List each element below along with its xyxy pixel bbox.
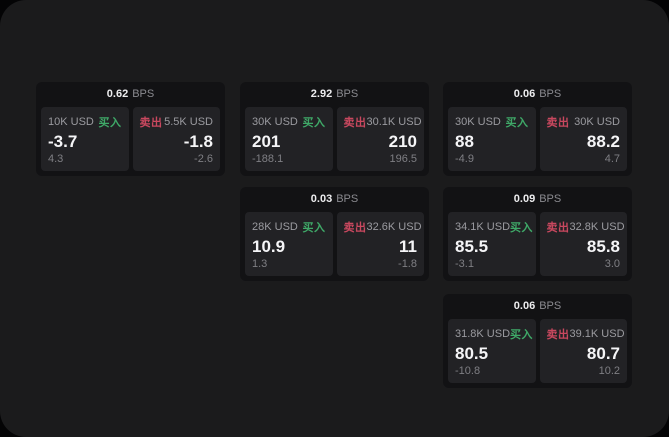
sell-size: 30.1K USD	[366, 116, 422, 128]
sell-sub-value: 10.2	[598, 365, 620, 377]
buy-panel[interactable]: 30K USD 买入 88 -4.9	[448, 107, 536, 171]
bps-value: 2.92	[310, 88, 333, 100]
sell-label: 卖出	[343, 117, 367, 129]
sell-panel[interactable]: 卖出 32.6K USD 11 -1.8	[336, 212, 424, 276]
buy-panel[interactable]: 30K USD 买入 201 -188.1	[245, 107, 333, 171]
buy-size: 10K USD	[48, 116, 94, 128]
quote-panels: 30K USD 买入 88 -4.9 卖出 30K USD 88.2 4.7	[443, 107, 632, 176]
bps-value: 0.62	[106, 88, 129, 100]
buy-panel[interactable]: 10K USD 买入 -3.7 4.3	[41, 107, 129, 171]
sell-label: 卖出	[343, 222, 367, 234]
sell-panel[interactable]: 卖出 5.5K USD -1.8 -2.6	[132, 107, 220, 171]
buy-sub-value: -188.1	[252, 153, 284, 165]
buy-sub-value: -4.9	[455, 153, 474, 165]
bps-unit: BPS	[336, 193, 359, 205]
bps-value: 0.03	[310, 193, 333, 205]
sell-size: 39.1K USD	[569, 328, 625, 340]
sell-label: 卖出	[546, 117, 570, 129]
bps-value: 0.06	[513, 300, 536, 312]
quote-card: 0.06 BPS 31.8K USD 买入 80.5 -10.8 卖出 39.1…	[443, 294, 632, 388]
buy-size: 30K USD	[455, 116, 501, 128]
bps-header: 0.03 BPS	[240, 187, 429, 212]
buy-label: 买入	[510, 222, 534, 234]
sell-sub-value: -1.8	[398, 258, 417, 270]
quote-panels: 31.8K USD 买入 80.5 -10.8 卖出 39.1K USD 80.…	[443, 319, 632, 388]
buy-size: 31.8K USD	[455, 328, 511, 340]
quote-panels: 30K USD 买入 201 -188.1 卖出 30.1K USD 210 1…	[240, 107, 429, 176]
bps-unit: BPS	[132, 88, 155, 100]
bps-header: 2.92 BPS	[240, 82, 429, 107]
bps-unit: BPS	[539, 88, 562, 100]
bps-value: 0.09	[513, 193, 536, 205]
quote-card: 2.92 BPS 30K USD 买入 201 -188.1 卖出 30.1K …	[240, 82, 429, 176]
buy-size: 34.1K USD	[455, 221, 511, 233]
buy-label: 买入	[510, 329, 534, 341]
buy-price: 10.9	[252, 237, 286, 256]
buy-label: 买入	[505, 117, 529, 129]
sell-sub-value: 3.0	[604, 258, 620, 270]
sell-panel[interactable]: 卖出 30K USD 88.2 4.7	[539, 107, 627, 171]
sell-label: 卖出	[139, 117, 163, 129]
sell-sub-value: 196.5	[389, 153, 417, 165]
bps-unit: BPS	[336, 88, 359, 100]
buy-label: 买入	[302, 222, 326, 234]
buy-sub-value: 1.3	[252, 258, 268, 270]
buy-price: 201	[252, 132, 281, 151]
sell-sub-value: 4.7	[604, 153, 620, 165]
sell-panel[interactable]: 卖出 39.1K USD 80.7 10.2	[539, 319, 627, 383]
bps-unit: BPS	[539, 193, 562, 205]
buy-panel[interactable]: 31.8K USD 买入 80.5 -10.8	[448, 319, 536, 383]
quote-panels: 34.1K USD 买入 85.5 -3.1 卖出 32.8K USD 85.8…	[443, 212, 632, 281]
bps-unit: BPS	[539, 300, 562, 312]
bps-value: 0.06	[513, 88, 536, 100]
sell-label: 卖出	[546, 329, 570, 341]
buy-price: 80.5	[455, 344, 489, 363]
sell-price: -1.8	[183, 132, 213, 151]
buy-sub-value: 4.3	[48, 153, 64, 165]
sell-size: 5.5K USD	[164, 116, 213, 128]
sell-price: 80.7	[586, 344, 620, 363]
buy-label: 买入	[302, 117, 326, 129]
quote-card: 0.06 BPS 30K USD 买入 88 -4.9 卖出 30K USD	[443, 82, 632, 176]
bps-header: 0.62 BPS	[36, 82, 225, 107]
sell-size: 32.6K USD	[366, 221, 422, 233]
buy-size: 28K USD	[252, 221, 298, 233]
sell-size: 32.8K USD	[569, 221, 625, 233]
buy-panel[interactable]: 34.1K USD 买入 85.5 -3.1	[448, 212, 536, 276]
sell-price: 85.8	[586, 237, 620, 256]
sell-panel[interactable]: 卖出 32.8K USD 85.8 3.0	[539, 212, 627, 276]
quote-panels: 10K USD 买入 -3.7 4.3 卖出 5.5K USD -1.8 -2.…	[36, 107, 225, 176]
bps-header: 0.09 BPS	[443, 187, 632, 212]
sell-price: 11	[399, 237, 417, 256]
bps-header: 0.06 BPS	[443, 82, 632, 107]
sell-sub-value: -2.6	[194, 153, 213, 165]
sell-price: 88.2	[586, 132, 620, 151]
quote-card: 0.03 BPS 28K USD 买入 10.9 1.3 卖出 32.6K US…	[240, 187, 429, 281]
buy-sub-value: -10.8	[455, 365, 481, 377]
buy-label: 买入	[98, 117, 122, 129]
sell-label: 卖出	[546, 222, 570, 234]
quote-card: 0.09 BPS 34.1K USD 买入 85.5 -3.1 卖出 32.8K…	[443, 187, 632, 281]
buy-size: 30K USD	[252, 116, 298, 128]
sell-size: 30K USD	[574, 116, 620, 128]
buy-price: -3.7	[48, 132, 78, 151]
buy-price: 85.5	[455, 237, 489, 256]
buy-sub-value: -3.1	[455, 258, 474, 270]
bps-header: 0.06 BPS	[443, 294, 632, 319]
buy-panel[interactable]: 28K USD 买入 10.9 1.3	[245, 212, 333, 276]
sell-panel[interactable]: 卖出 30.1K USD 210 196.5	[336, 107, 424, 171]
buy-price: 88	[455, 132, 474, 151]
sell-price: 210	[388, 132, 417, 151]
quote-panels: 28K USD 买入 10.9 1.3 卖出 32.6K USD 11 -1.8	[240, 212, 429, 281]
quote-card: 0.62 BPS 10K USD 买入 -3.7 4.3 卖出 5.5K USD	[36, 82, 225, 176]
